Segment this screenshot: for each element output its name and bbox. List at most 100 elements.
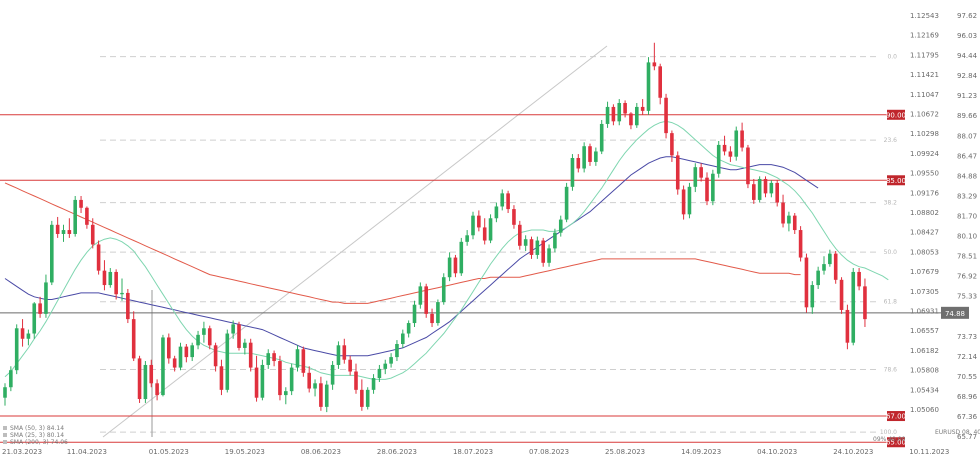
current-value-label: 74.88 [945, 310, 965, 318]
candle-body [675, 155, 680, 190]
y-tick-label: 72.14 [957, 353, 978, 361]
candle [190, 342, 194, 362]
candle-body [295, 349, 300, 368]
candle [441, 273, 446, 305]
y-tick-label: 89.66 [957, 112, 978, 120]
candle [307, 366, 311, 393]
fib-label: 23.6 [884, 137, 898, 144]
candle [3, 383, 7, 406]
x-tick-label: 14.09.2023 [681, 448, 721, 456]
candle [658, 63, 662, 105]
level-label-box [887, 437, 905, 448]
candle-body [3, 387, 7, 398]
candle [61, 224, 66, 242]
candle [161, 334, 165, 397]
candle-body [430, 313, 434, 324]
y-tick-label: 84.88 [957, 172, 977, 180]
candle-body [377, 368, 382, 379]
candle-body [155, 383, 159, 396]
candle [9, 366, 13, 392]
candle [740, 122, 744, 152]
candle-body [184, 346, 189, 358]
candle [711, 169, 715, 206]
price-tick-label: 1.11795 [910, 51, 939, 59]
candle-body [839, 279, 844, 310]
y-tick-label: 78.51 [957, 253, 977, 261]
candle-body [102, 270, 107, 286]
y-tick-label: 68.96 [957, 393, 978, 401]
candle [681, 185, 686, 220]
candle-body [67, 230, 72, 234]
candle [336, 341, 341, 369]
candle-body [822, 264, 826, 271]
sma-50-line [4, 156, 819, 357]
y-tick-label: 67.36 [957, 413, 978, 421]
candle-body [781, 202, 785, 224]
legend-item: SMA (50, 3) 84.14 [10, 425, 64, 432]
candle-body [851, 271, 856, 343]
candle [722, 135, 727, 156]
candle [699, 163, 703, 182]
candle [851, 268, 856, 346]
candle [155, 379, 159, 401]
candle [237, 321, 241, 351]
candle-body [570, 158, 575, 187]
candle-body [629, 113, 633, 126]
candle-body [167, 337, 171, 359]
candle-body [14, 328, 19, 371]
candle [73, 195, 77, 237]
candle-body [137, 358, 142, 400]
candle-body [96, 244, 101, 271]
candle-body [494, 206, 499, 219]
candle-body [611, 106, 616, 122]
candle-body [38, 303, 42, 314]
candle [488, 214, 493, 244]
x-tick-label: 18.07.2023 [453, 448, 493, 456]
candle [570, 154, 575, 191]
candle [167, 333, 171, 364]
candle [90, 218, 95, 249]
x-tick-label: 10.11.2023 [909, 448, 949, 456]
candle [687, 182, 692, 219]
trend-line [102, 45, 608, 438]
candle [465, 230, 469, 246]
trendlines [102, 45, 608, 438]
horizontal-levels[interactable]: 90.00 85.00 67.00 65.00 74.88 [0, 109, 969, 448]
sma-25-line [4, 120, 889, 380]
candle [541, 237, 545, 267]
candle [120, 278, 124, 301]
candles[interactable] [3, 42, 867, 413]
candle-body [389, 357, 393, 364]
candle [324, 380, 329, 413]
candle-body [196, 334, 200, 346]
candle [418, 282, 423, 309]
candle [798, 226, 803, 262]
candle [254, 355, 259, 402]
candle-body [699, 167, 703, 178]
candle-body [863, 286, 867, 320]
legend-item: SMA (25, 3) 80.14 [10, 432, 64, 439]
candle [436, 299, 440, 326]
candle [365, 387, 370, 410]
candle-body [594, 151, 598, 162]
x-tick-label: 21.03.2023 [2, 448, 42, 456]
candle-body [307, 372, 311, 389]
candle [477, 210, 481, 232]
candle-body [243, 342, 247, 348]
y-tick-label: 65.77 [957, 433, 977, 441]
candle-body [237, 324, 241, 348]
candle [342, 338, 347, 364]
price-tick-label: 1.06182 [910, 347, 939, 355]
candle [126, 288, 130, 324]
candle [137, 355, 142, 403]
candle-body [646, 62, 651, 111]
price-tick-label: 1.07679 [910, 268, 939, 276]
bottom-right-label: 09% 40.00 [873, 436, 906, 443]
candle-body [734, 130, 739, 157]
candle-body [219, 366, 224, 390]
level-label-box [887, 175, 905, 186]
candle [26, 329, 31, 346]
candle-body [617, 102, 622, 122]
candle [395, 340, 399, 362]
